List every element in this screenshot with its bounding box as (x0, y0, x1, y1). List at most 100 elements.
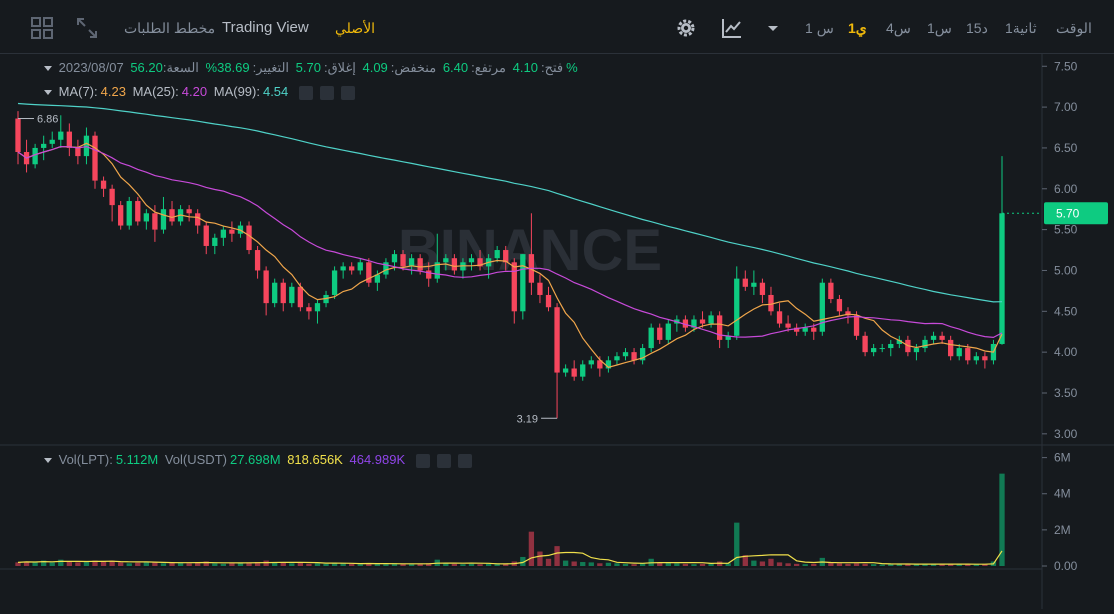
candle-body (862, 335, 868, 353)
price-tick-label: 7.50 (1054, 59, 1078, 73)
volume-bar (682, 563, 689, 566)
candle-body (126, 201, 132, 226)
current-price-label: 5.70 (1056, 206, 1080, 220)
settings-gear-icon[interactable] (675, 17, 697, 39)
interval-1h[interactable]: 1س (927, 20, 952, 36)
candle-body (100, 180, 107, 189)
volume-bar (965, 564, 971, 566)
view-tradingview[interactable]: Trading View (222, 19, 309, 36)
indicators-icon[interactable] (721, 17, 743, 39)
volume-bar (597, 563, 603, 566)
ma7-line (17, 142, 1003, 368)
volume-bar (811, 563, 817, 566)
interval-15m[interactable]: 15د (966, 20, 988, 36)
candle-body (32, 147, 38, 165)
interval-1s[interactable]: 1ثانية (1005, 20, 1037, 36)
volume-bar (417, 563, 423, 566)
candle-body (622, 352, 629, 357)
collapse-caret-icon[interactable] (44, 90, 52, 96)
volume-bar (246, 562, 252, 566)
candle-body (160, 209, 167, 230)
view-depth-chart[interactable]: مخطط الطلبات (124, 20, 216, 36)
settings-icon[interactable] (436, 453, 451, 468)
volume-bar (451, 563, 458, 566)
candle-body (759, 282, 766, 295)
volume-bar (58, 559, 64, 566)
candle-body (169, 209, 175, 222)
volume-bar (639, 563, 646, 566)
candle-body (272, 282, 278, 304)
interval-1h-alt[interactable]: 1 س (805, 20, 834, 36)
candle-body (297, 286, 304, 308)
close-icon[interactable] (340, 85, 355, 100)
volume-legend: Vol(LPT): 5.112M Vol(USDT) 27.698M 818.656… (44, 452, 475, 468)
change-value: 38.69% (205, 60, 250, 75)
volume-bar (203, 561, 209, 566)
ohlc-legend: 2023/08/07 فتح:4.10 مرتفع:6.40 منخفض:4.0… (44, 60, 581, 76)
volume-bar (699, 563, 706, 566)
candle-body (152, 213, 158, 230)
volume-bar (160, 563, 167, 566)
candle-body (340, 266, 346, 271)
volume-bar (836, 563, 843, 566)
current-price-badge (1044, 202, 1108, 225)
candle-body (870, 348, 877, 353)
candle-body (503, 250, 509, 263)
candle-body (400, 254, 406, 267)
candle-body (254, 250, 261, 271)
volume-bar (845, 563, 851, 566)
volume-bar (477, 564, 483, 566)
volume-bar (400, 563, 406, 566)
candle-body (828, 282, 834, 300)
close-icon[interactable] (457, 453, 472, 468)
candle-body (135, 201, 141, 222)
collapse-caret-icon[interactable] (44, 66, 52, 72)
view-original[interactable]: الأصلي (335, 20, 376, 36)
volume-bar (939, 564, 945, 566)
candle-body (605, 360, 612, 369)
candle-body (913, 348, 920, 353)
price-tick-label: 3.00 (1054, 427, 1078, 441)
interval-1d[interactable]: 1ي (848, 20, 867, 36)
open-label: فتح: (540, 60, 564, 75)
collapse-caret-icon[interactable] (44, 458, 52, 464)
interval-4h[interactable]: 4س (886, 20, 911, 36)
volume-bar (426, 563, 432, 566)
time-label[interactable]: الوقت (1056, 20, 1092, 36)
volume-bar (391, 563, 398, 566)
grid-layout-icon[interactable] (31, 17, 53, 39)
candle-body (691, 319, 697, 328)
volume-bar (443, 563, 449, 566)
volume-bar (665, 562, 671, 566)
candle-body (699, 319, 706, 324)
volume-bar (254, 562, 261, 566)
candle-body (75, 147, 81, 157)
candle-body (58, 131, 64, 140)
volume-bar (263, 560, 269, 566)
volume-bar (614, 563, 620, 566)
volume-bar (828, 562, 834, 566)
volume-bar (143, 562, 150, 566)
candle-body (554, 307, 560, 373)
more-dropdown-caret-icon[interactable] (762, 17, 784, 39)
settings-icon[interactable] (319, 85, 334, 100)
volume-bar (49, 562, 55, 566)
candle-body (939, 335, 945, 340)
candlestick-chart[interactable]: BINANCE 7.507.006.506.005.505.004.504.00… (0, 54, 1114, 609)
candle-body (443, 258, 449, 263)
chart-area[interactable]: BINANCE 7.50 7.00 6.50 6.00 5.50 5.00 4.50 4.00… (0, 54, 1114, 609)
volume-bar (323, 563, 329, 566)
volume-bar (554, 546, 560, 566)
volume-bar (725, 563, 731, 566)
candle-body (896, 339, 902, 344)
eye-icon[interactable] (298, 85, 313, 100)
eye-icon[interactable] (415, 453, 430, 468)
volume-bar (331, 562, 338, 566)
fullscreen-icon[interactable] (76, 17, 98, 39)
ma-legend: MA(7): 4.23 MA(25): 4.20 MA(99): 4.54 (44, 84, 358, 100)
volume-bar (691, 564, 697, 566)
candle-body (562, 368, 569, 373)
volume-bar (588, 562, 594, 566)
candle-body (614, 356, 620, 361)
candle-body (477, 258, 483, 267)
